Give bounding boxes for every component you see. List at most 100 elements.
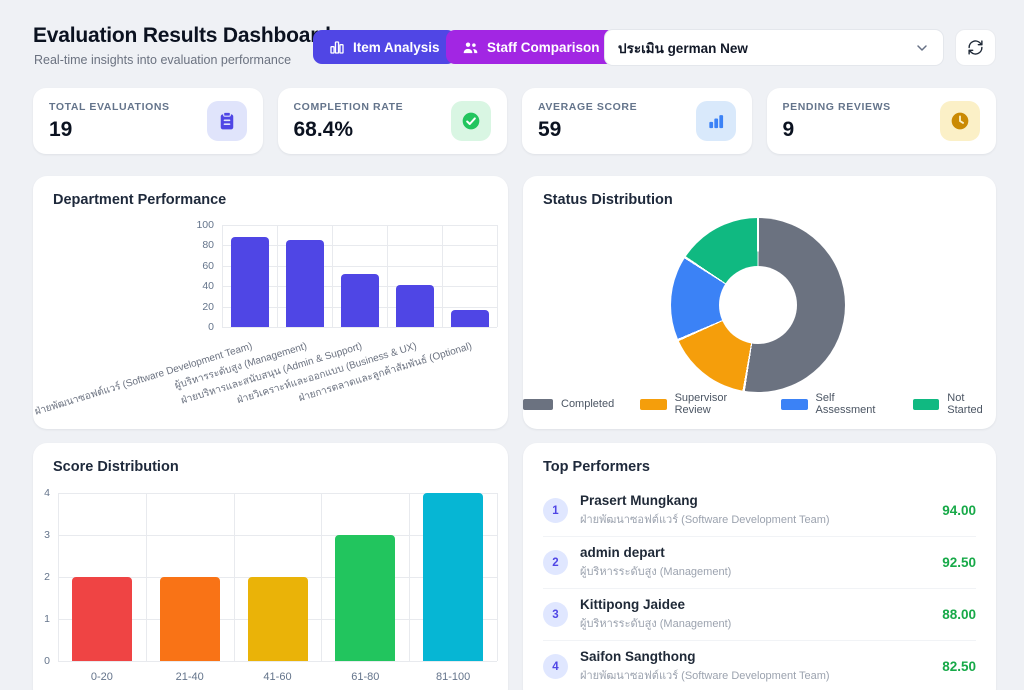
grid-line bbox=[321, 493, 323, 661]
x-axis-label: 21-40 bbox=[175, 671, 204, 683]
status-legend: Completed Supervisor Review Self Assessmen… bbox=[523, 392, 996, 416]
legend-swatch bbox=[781, 398, 808, 410]
stat-value: 9 bbox=[782, 117, 795, 141]
y-axis-tick-label: 20 bbox=[202, 300, 214, 313]
rank-badge: 2 bbox=[543, 550, 568, 575]
performer-score: 82.50 bbox=[942, 659, 976, 674]
grid-line bbox=[277, 225, 278, 327]
chart-title: Status Distribution bbox=[543, 192, 673, 208]
performer-row: 1 Prasert Mungkang ฝ่ายพัฒนาซอฟต์แวร์ (Sof… bbox=[543, 485, 976, 537]
performer-name: Kittipong Jaidee bbox=[580, 597, 686, 612]
check-circle-icon bbox=[451, 101, 491, 141]
stat-card-total-evaluations: TOTAL EVALUATIONS 19 bbox=[33, 88, 263, 154]
grid-line bbox=[58, 493, 59, 661]
rank-badge: 1 bbox=[543, 498, 568, 523]
people-icon bbox=[462, 39, 479, 56]
x-axis-label: 41-60 bbox=[263, 671, 292, 683]
performer-info: Prasert Mungkang ฝ่ายพัฒนาซอฟต์แวร์ (Soft… bbox=[580, 493, 930, 528]
legend-item-completed[interactable]: Completed bbox=[523, 392, 614, 416]
legend-item-not-started[interactable]: Not Started bbox=[912, 392, 996, 416]
performer-score: 88.00 bbox=[942, 607, 976, 622]
bar-41-60 bbox=[247, 577, 308, 661]
legend-item-supervisor-review[interactable]: Supervisor Review bbox=[640, 392, 755, 416]
y-axis-tick-label: 2 bbox=[44, 571, 50, 583]
top-performers-list: 1 Prasert Mungkang ฝ่ายพัฒนาซอฟต์แวร์ (Sof… bbox=[543, 485, 976, 690]
performer-info: admin depart ผู้บริหารระดับสูง (Managemen… bbox=[580, 545, 930, 580]
rank-badge: 4 bbox=[543, 654, 568, 679]
performer-department: ผู้บริหารระดับสูง (Management) bbox=[580, 618, 732, 630]
grid-line bbox=[222, 327, 497, 328]
performer-info: Saifon Sangthong ฝ่ายพัฒนาซอฟต์แวร์ (Soft… bbox=[580, 649, 930, 684]
grid-line bbox=[332, 225, 333, 327]
performer-department: ฝ่ายพัฒนาซอฟต์แวร์ (Software Development… bbox=[580, 670, 830, 682]
grid-line bbox=[497, 493, 498, 661]
stat-value: 59 bbox=[538, 117, 562, 141]
y-axis-tick-label: 100 bbox=[196, 219, 214, 231]
y-axis-tick-label: 1 bbox=[44, 613, 50, 625]
performer-name: Prasert Mungkang bbox=[580, 493, 698, 508]
y-axis-tick-label: 80 bbox=[202, 239, 214, 252]
legend-swatch bbox=[640, 398, 667, 410]
staff-comparison-button[interactable]: Staff Comparison bbox=[446, 30, 616, 64]
x-axis-label: 81-100 bbox=[435, 671, 471, 683]
legend-item-self-assessment[interactable]: Self Assessment bbox=[781, 392, 887, 416]
department-performance-card: Department Performance 0 20 40 60 80 100 ฝ่ายพ… bbox=[33, 176, 508, 429]
clock-icon bbox=[940, 101, 980, 141]
evaluation-select-value: ประเมิน german New bbox=[618, 40, 748, 56]
grid-line bbox=[222, 225, 223, 327]
y-axis-tick-label: 4 bbox=[44, 487, 50, 499]
chart-title: Department Performance bbox=[53, 192, 227, 208]
evaluation-select[interactable]: ประเมิน german New bbox=[604, 29, 944, 66]
grid-line bbox=[58, 535, 497, 536]
grid-line bbox=[222, 245, 497, 247]
x-axis-label: 0-20 bbox=[90, 671, 113, 683]
bar-21-40 bbox=[159, 577, 220, 661]
grid-line bbox=[145, 493, 147, 661]
grid-line bbox=[233, 493, 235, 661]
stat-label: COMPLETION RATE bbox=[293, 100, 404, 113]
bar-chart-icon bbox=[695, 101, 736, 141]
score-distribution-chart: 0 1 2 3 4 0-20 21-40 41-60 61-80 81-100 bbox=[33, 443, 508, 690]
grid-line bbox=[387, 225, 388, 327]
legend-label: Completed bbox=[561, 398, 615, 410]
performer-score: 94.00 bbox=[942, 503, 976, 518]
performer-row: 4 Saifon Sangthong ฝ่ายพัฒนาซอฟต์แวร์ (Sof… bbox=[543, 641, 976, 690]
bar-chart-icon bbox=[329, 39, 345, 55]
department-performance-chart: 0 20 40 60 80 100 ฝ่ายพัฒนาซอฟต์แวร์ (Software… bbox=[33, 176, 508, 429]
status-distribution-card: Status Distribution Completed Supervisor … bbox=[523, 176, 996, 429]
bar-ผู้บริหารระดับสูง (Management) bbox=[285, 240, 324, 327]
grid-line bbox=[58, 493, 497, 494]
bar-81-100 bbox=[423, 493, 484, 661]
performer-department: ผู้บริหารระดับสูง (Management) bbox=[580, 566, 732, 578]
performer-name: Saifon Sangthong bbox=[580, 649, 696, 664]
rank-badge: 3 bbox=[543, 602, 568, 627]
y-axis-tick-label: 0 bbox=[208, 321, 214, 333]
top-performers-card: Top Performers 1 Prasert Mungkang ฝ่ายพัฒน… bbox=[523, 443, 996, 690]
stat-label: AVERAGE SCORE bbox=[538, 100, 638, 113]
clipboard-icon bbox=[206, 101, 247, 141]
refresh-icon bbox=[967, 39, 984, 56]
grid-line bbox=[497, 225, 498, 327]
stat-value: 68.4% bbox=[293, 117, 354, 141]
bar-61-80 bbox=[335, 535, 396, 661]
item-analysis-button[interactable]: Item Analysis bbox=[313, 30, 456, 64]
y-axis-tick-label: 60 bbox=[202, 259, 214, 272]
donut-hole bbox=[719, 266, 797, 344]
stat-value: 19 bbox=[49, 117, 73, 141]
grid-line bbox=[58, 661, 497, 662]
grid-line bbox=[222, 265, 497, 267]
y-axis-tick-label: 40 bbox=[202, 280, 214, 293]
refresh-button[interactable] bbox=[955, 29, 996, 66]
grid-line bbox=[442, 225, 443, 327]
bar-ฝ่ายพัฒนาซอฟต์แวร์ (Software Development Team) bbox=[230, 237, 269, 327]
stat-label: PENDING REVIEWS bbox=[782, 100, 891, 113]
performer-row: 2 admin depart ผู้บริหารระดับสูง (Manageme… bbox=[543, 537, 976, 589]
stat-card-average-score: AVERAGE SCORE 59 bbox=[522, 88, 752, 154]
legend-swatch bbox=[523, 398, 553, 410]
legend-label: Self Assessment bbox=[815, 392, 876, 416]
y-axis-tick-label: 0 bbox=[44, 655, 50, 667]
performer-score: 92.50 bbox=[942, 555, 976, 570]
stat-label: TOTAL EVALUATIONS bbox=[49, 100, 170, 113]
page-subtitle: Real-time insights into evaluation perfo… bbox=[34, 53, 292, 67]
stat-card-completion-rate: COMPLETION RATE 68.4% bbox=[277, 88, 507, 154]
